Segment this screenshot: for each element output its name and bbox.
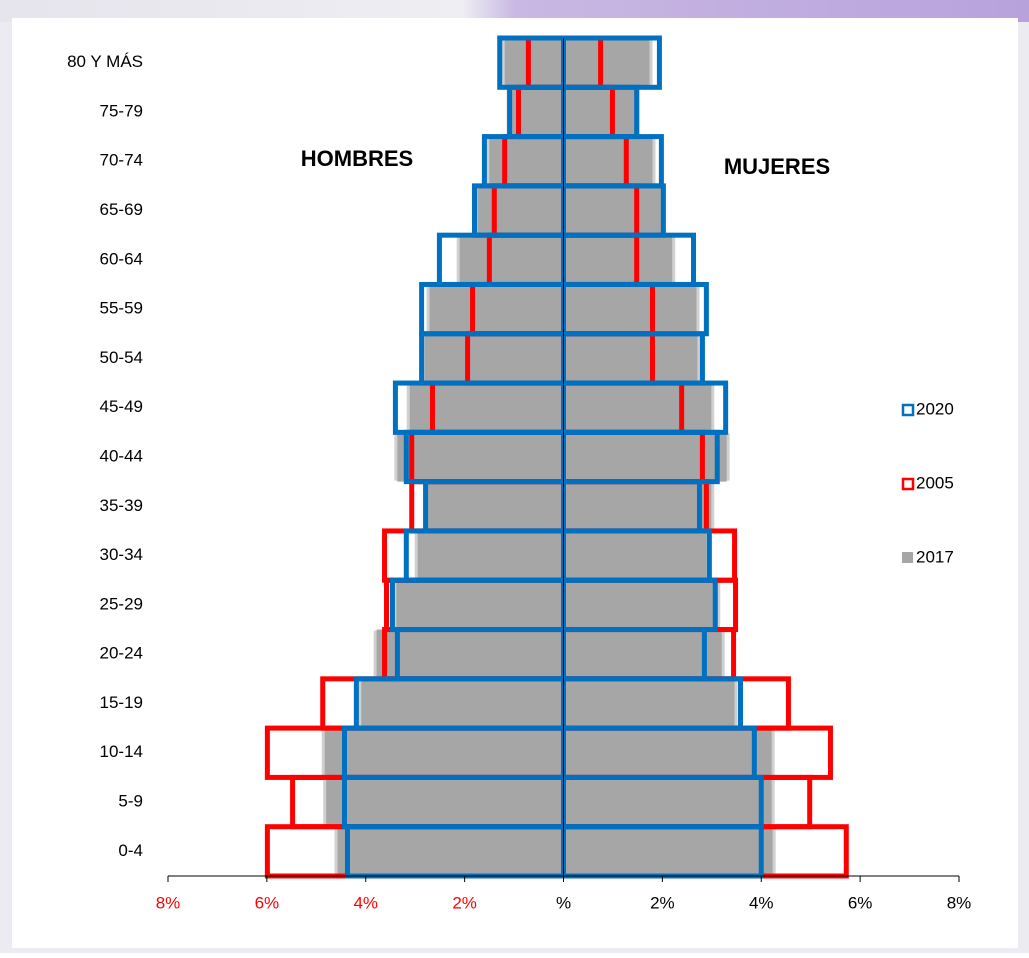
y-tick-label: 60-64	[100, 249, 143, 268]
x-tick-label: 6%	[255, 893, 280, 912]
bar	[459, 235, 564, 285]
y-tick-label: 5-9	[118, 792, 143, 811]
bar	[563, 136, 653, 186]
bar	[563, 777, 772, 827]
y-tick-label: 55-59	[100, 299, 143, 318]
legend-marker	[902, 552, 913, 563]
y-tick-label: 65-69	[100, 200, 143, 219]
y-tick-label: 10-14	[100, 742, 143, 761]
bar	[417, 530, 564, 581]
bar	[563, 185, 662, 236]
bar	[563, 530, 707, 581]
bar	[337, 826, 564, 876]
legend-marker	[901, 477, 915, 491]
bar	[409, 383, 564, 433]
y-tick-label: 75-79	[100, 101, 143, 120]
x-tick-label: 6%	[848, 893, 873, 912]
bar	[324, 728, 564, 778]
bar	[563, 432, 727, 482]
bar	[563, 580, 718, 630]
bar	[397, 432, 564, 482]
y-tick-label: 70-74	[100, 151, 143, 170]
bar	[563, 87, 637, 137]
x-tick-label: 4%	[749, 893, 774, 912]
legend-label: 2017	[916, 547, 954, 566]
legend-label: 2020	[916, 399, 954, 418]
bar	[563, 678, 735, 729]
annotation: MUJERES	[724, 154, 830, 179]
x-tick-label: 4%	[353, 893, 378, 912]
x-tick-label: 2%	[452, 893, 477, 912]
bar	[563, 38, 650, 88]
y-tick-label: 40-44	[100, 446, 143, 465]
bar	[563, 728, 772, 778]
y-tick-label: 45-49	[100, 397, 143, 416]
bar	[504, 38, 564, 88]
x-tick-label: 2%	[650, 893, 675, 912]
y-tick-label: 15-19	[100, 693, 143, 712]
bar	[563, 481, 712, 531]
legend-marker	[901, 403, 915, 417]
bar	[563, 629, 722, 679]
y-tick-label: 0-4	[118, 841, 143, 860]
legend-label: 2005	[916, 473, 954, 492]
bar	[326, 777, 564, 827]
bar	[429, 284, 564, 334]
y-tick-label: 50-54	[100, 348, 143, 367]
y-tick-label: 30-34	[100, 545, 143, 564]
bar	[489, 136, 564, 186]
bar	[563, 383, 712, 433]
bar	[563, 235, 673, 285]
y-tick-label: 35-39	[100, 496, 143, 515]
bar	[424, 333, 564, 384]
bar	[376, 629, 564, 679]
bar	[563, 284, 697, 334]
bar	[361, 678, 564, 729]
bar	[563, 826, 773, 876]
x-tick-label: 8%	[947, 893, 972, 912]
annotation: HOMBRES	[301, 146, 413, 171]
x-tick-label: 8%	[156, 893, 181, 912]
y-tick-label: 20-24	[100, 644, 143, 663]
y-tick-label: 25-29	[100, 594, 143, 613]
bar	[396, 580, 564, 630]
x-tick-label: %	[556, 893, 571, 912]
top-band	[0, 0, 1029, 22]
bar	[477, 185, 564, 236]
bar	[563, 333, 698, 384]
bar	[427, 481, 564, 531]
y-tick-label: 80 Y MÁS	[67, 52, 143, 71]
